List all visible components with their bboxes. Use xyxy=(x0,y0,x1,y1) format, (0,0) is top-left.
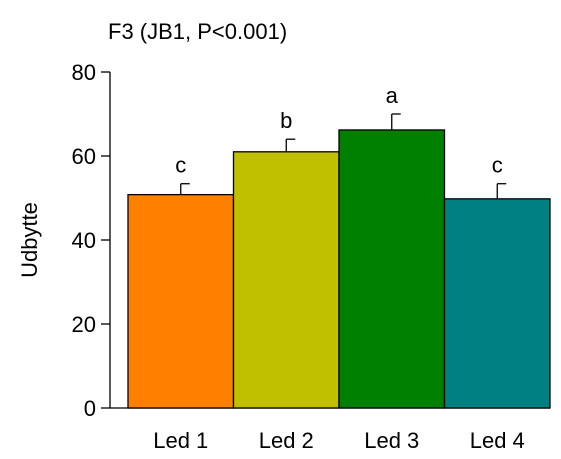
significance-label: c xyxy=(492,153,503,178)
y-tick-label: 60 xyxy=(72,144,96,169)
y-tick-label: 20 xyxy=(72,312,96,337)
x-tick-label: Led 4 xyxy=(470,428,525,453)
bar-2 xyxy=(232,151,340,409)
plot-area: 0 20 40 60 80 c Led 1 b Led 2 a Led 3 c Led 4 xyxy=(72,60,551,453)
y-tick-label: 40 xyxy=(72,228,96,253)
y-tick-label: 0 xyxy=(84,396,96,421)
significance-label: a xyxy=(386,83,399,108)
bar-1 xyxy=(127,193,235,409)
bar-4 xyxy=(443,198,551,409)
significance-label: b xyxy=(280,108,292,133)
significance-label: c xyxy=(175,153,186,178)
x-tick-label: Led 1 xyxy=(153,428,208,453)
y-axis-label: Udbytte xyxy=(17,202,42,278)
y-tick-label: 80 xyxy=(72,60,96,85)
chart-title: F3 (JB1, P<0.001) xyxy=(108,19,287,44)
bar-3 xyxy=(338,129,446,409)
x-tick-label: Led 3 xyxy=(364,428,419,453)
x-tick-label: Led 2 xyxy=(259,428,314,453)
